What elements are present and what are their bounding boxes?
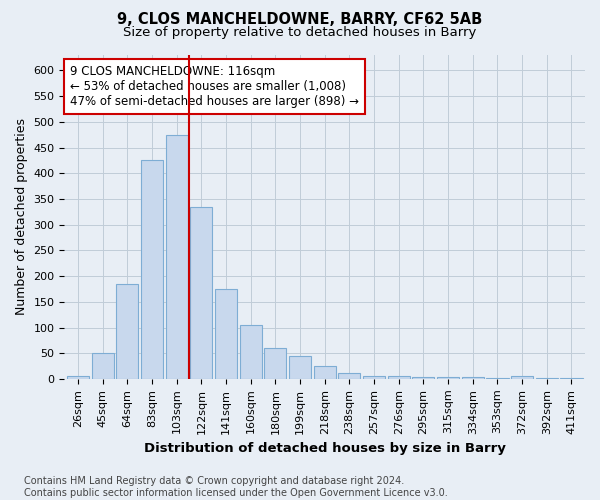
X-axis label: Distribution of detached houses by size in Barry: Distribution of detached houses by size … bbox=[144, 442, 506, 455]
Bar bbox=[166, 134, 188, 379]
Bar bbox=[190, 206, 212, 379]
Bar bbox=[264, 348, 286, 379]
Bar bbox=[363, 376, 385, 379]
Bar bbox=[388, 376, 410, 379]
Bar bbox=[437, 378, 459, 379]
Bar bbox=[116, 284, 139, 379]
Bar bbox=[487, 378, 509, 379]
Text: 9 CLOS MANCHELDOWNE: 116sqm
← 53% of detached houses are smaller (1,008)
47% of : 9 CLOS MANCHELDOWNE: 116sqm ← 53% of det… bbox=[70, 64, 359, 108]
Bar bbox=[338, 373, 361, 379]
Bar bbox=[536, 378, 558, 379]
Bar bbox=[141, 160, 163, 379]
Bar bbox=[314, 366, 336, 379]
Bar bbox=[289, 356, 311, 379]
Bar bbox=[560, 378, 583, 379]
Text: Contains HM Land Registry data © Crown copyright and database right 2024.
Contai: Contains HM Land Registry data © Crown c… bbox=[24, 476, 448, 498]
Text: Size of property relative to detached houses in Barry: Size of property relative to detached ho… bbox=[124, 26, 476, 39]
Bar bbox=[412, 378, 434, 379]
Bar bbox=[511, 376, 533, 379]
Y-axis label: Number of detached properties: Number of detached properties bbox=[15, 118, 28, 316]
Bar bbox=[92, 353, 114, 379]
Bar bbox=[461, 378, 484, 379]
Bar bbox=[67, 376, 89, 379]
Bar bbox=[239, 325, 262, 379]
Text: 9, CLOS MANCHELDOWNE, BARRY, CF62 5AB: 9, CLOS MANCHELDOWNE, BARRY, CF62 5AB bbox=[118, 12, 482, 28]
Bar bbox=[215, 289, 237, 379]
